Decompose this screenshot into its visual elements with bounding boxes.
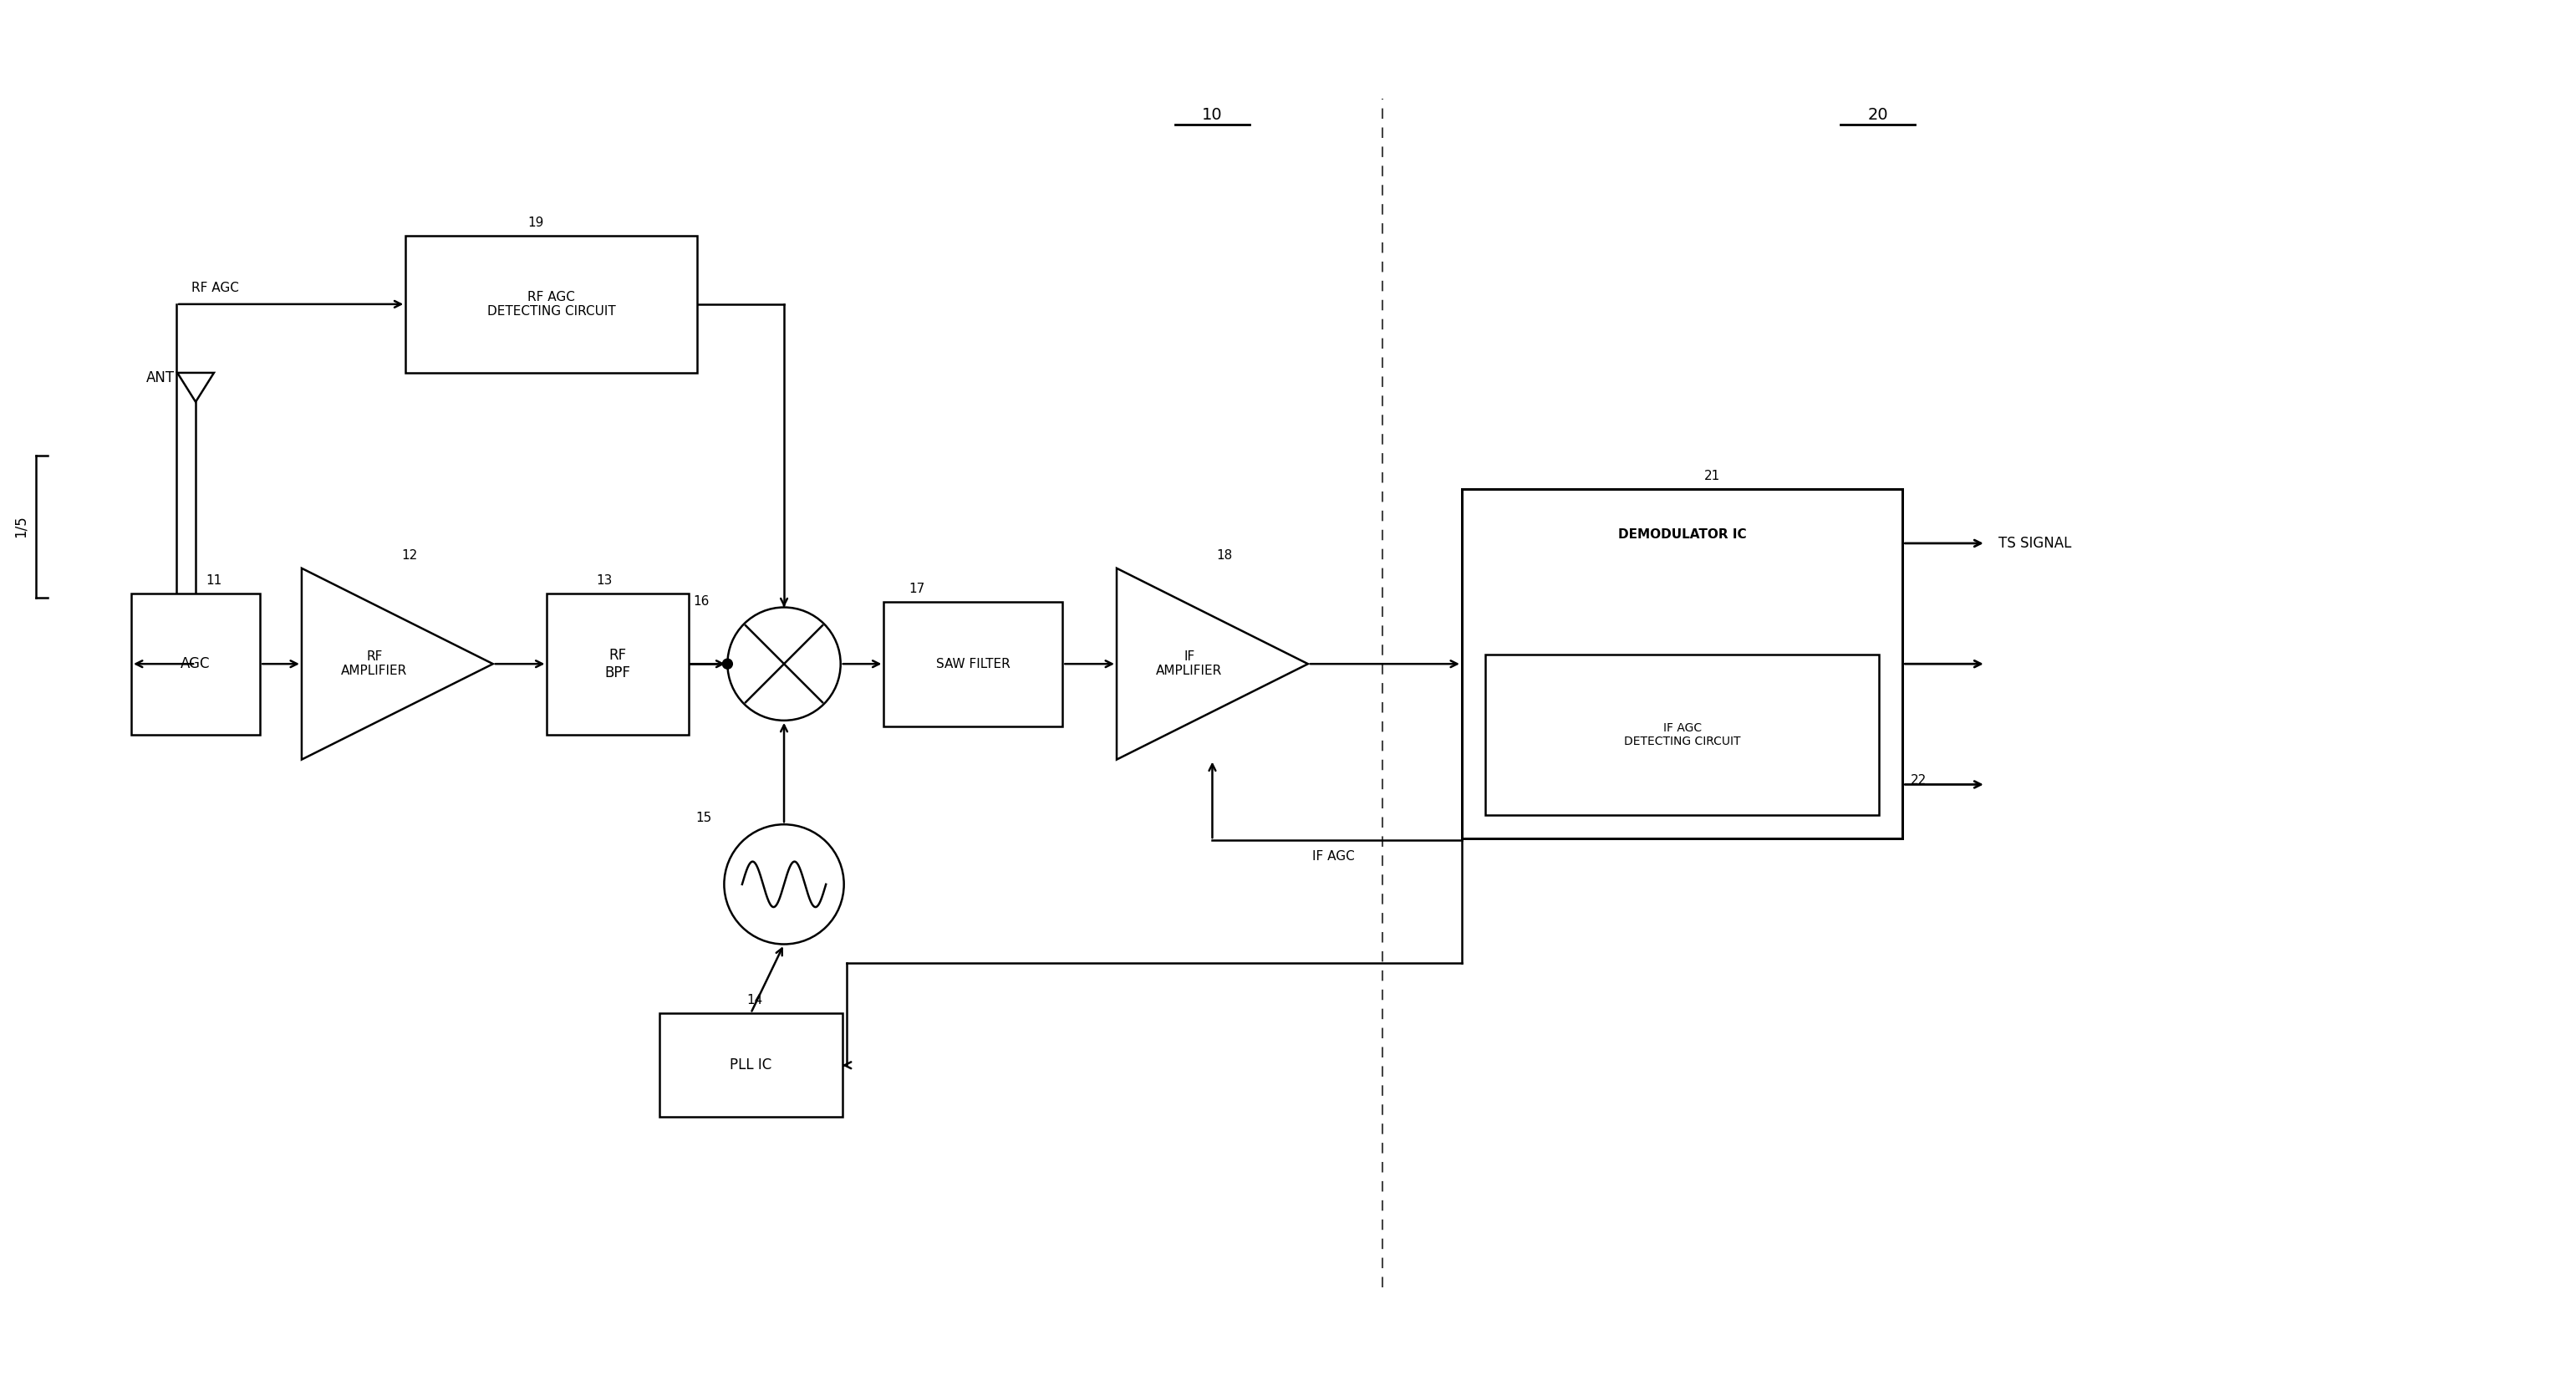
Text: ANT: ANT <box>147 370 175 385</box>
Text: 18: 18 <box>1216 549 1231 562</box>
Text: AGC: AGC <box>180 657 211 672</box>
Text: 21: 21 <box>1705 470 1721 483</box>
Text: 16: 16 <box>693 595 708 608</box>
Text: 14: 14 <box>747 995 762 1007</box>
Bar <box>404 235 696 373</box>
Text: 13: 13 <box>598 574 613 587</box>
Bar <box>1461 490 1904 839</box>
Text: 17: 17 <box>909 583 925 595</box>
Bar <box>131 593 260 734</box>
Bar <box>884 601 1064 726</box>
Text: IF AGC
DETECTING CIRCUIT: IF AGC DETECTING CIRCUIT <box>1623 722 1741 747</box>
Text: 22: 22 <box>1911 773 1927 786</box>
Bar <box>546 593 688 734</box>
Text: 11: 11 <box>206 574 222 587</box>
Text: PLL IC: PLL IC <box>729 1057 773 1072</box>
Text: 20: 20 <box>1868 107 1888 124</box>
Circle shape <box>721 659 732 669</box>
Text: 15: 15 <box>696 812 711 825</box>
Text: 10: 10 <box>1203 107 1224 124</box>
Bar <box>659 1013 842 1117</box>
Text: DEMODULATOR IC: DEMODULATOR IC <box>1618 529 1747 541</box>
Text: RF AGC: RF AGC <box>191 281 240 294</box>
Bar <box>1486 655 1880 815</box>
Text: SAW FILTER: SAW FILTER <box>935 658 1010 670</box>
Text: 19: 19 <box>528 217 544 230</box>
Text: RF
BPF: RF BPF <box>605 648 631 680</box>
Text: 12: 12 <box>402 549 417 562</box>
Text: 1/5: 1/5 <box>13 516 28 538</box>
Text: IF
AMPLIFIER: IF AMPLIFIER <box>1157 651 1224 677</box>
Text: TS SIGNAL: TS SIGNAL <box>1999 536 2071 551</box>
Text: RF AGC
DETECTING CIRCUIT: RF AGC DETECTING CIRCUIT <box>487 291 616 317</box>
Text: IF AGC: IF AGC <box>1311 850 1355 862</box>
Text: RF
AMPLIFIER: RF AMPLIFIER <box>340 651 407 677</box>
